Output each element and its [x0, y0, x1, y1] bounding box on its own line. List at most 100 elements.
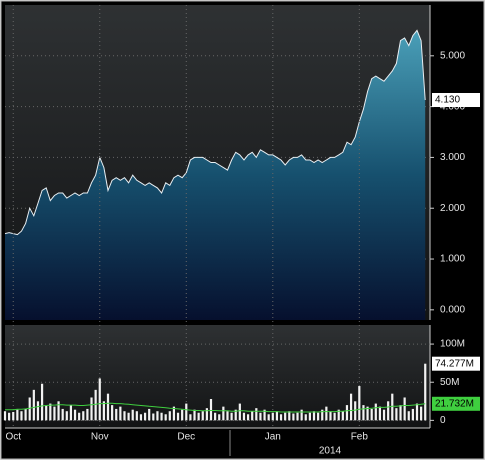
- y-tick-label: 1.000: [440, 254, 465, 265]
- volume-bar: [24, 408, 27, 421]
- x-tick-label: Dec: [177, 432, 195, 443]
- volume-bar: [321, 409, 324, 421]
- volume-bar: [296, 412, 299, 421]
- volume-bar: [288, 411, 291, 421]
- volume-bar: [218, 414, 221, 421]
- volume-bar: [238, 403, 241, 421]
- volume-bar: [415, 403, 419, 421]
- last-value-box: [432, 93, 480, 108]
- x-tick-label: Feb: [351, 432, 369, 443]
- volume-bar: [230, 412, 233, 421]
- volume-bar: [69, 405, 73, 421]
- volume-bar: [255, 408, 258, 421]
- volume-bar: [189, 414, 192, 421]
- volume-bar: [78, 412, 81, 421]
- volume-bar: [349, 393, 353, 421]
- volume-bar: [407, 411, 410, 421]
- volume-bar: [73, 409, 77, 421]
- volume-bar: [424, 363, 427, 421]
- volume-bar: [209, 399, 213, 421]
- volume-bar: [3, 411, 7, 421]
- volume-bar: [90, 397, 93, 421]
- volume-bar: [358, 386, 361, 421]
- volume-bar: [317, 412, 320, 421]
- volume-bar: [143, 412, 147, 421]
- volume-bar: [119, 406, 122, 421]
- volume-bar: [242, 412, 246, 421]
- volume-bar: [325, 406, 328, 421]
- volume-bar: [308, 412, 311, 421]
- volume-panel: [5, 325, 430, 428]
- last-value-label: 4.130: [435, 95, 460, 106]
- volume-bar: [193, 409, 196, 421]
- last-value-label: 21.732M: [435, 398, 474, 409]
- last-value-box: [432, 356, 480, 371]
- volume-bar: [275, 411, 279, 421]
- volume-bar: [399, 405, 402, 421]
- x-tick-label: Jan: [265, 432, 281, 443]
- volume-bar: [156, 411, 159, 421]
- volume-bar: [16, 409, 19, 421]
- y-tick-label: 5.000: [440, 50, 465, 61]
- volume-bar: [403, 397, 406, 421]
- y-tick-label: 100M: [440, 339, 465, 350]
- volume-bar: [197, 412, 200, 421]
- last-value-box: [432, 396, 480, 411]
- volume-bar: [172, 406, 176, 421]
- volume-bar: [148, 408, 151, 421]
- volume-bar: [45, 405, 48, 421]
- volume-bar: [168, 411, 171, 421]
- volume-bar: [65, 411, 68, 421]
- year-label: 2014: [319, 446, 342, 457]
- volume-bar: [98, 378, 101, 421]
- volume-bar: [94, 389, 97, 421]
- volume-bar: [8, 412, 11, 421]
- volume-bar: [387, 401, 390, 421]
- y-tick-label: 2.000: [440, 203, 465, 214]
- volume-bar: [234, 409, 237, 421]
- volume-bar: [279, 414, 283, 421]
- volume-bar: [284, 412, 287, 421]
- volume-bar: [329, 411, 332, 421]
- volume-bar: [263, 409, 266, 421]
- volume-bar: [345, 405, 349, 421]
- volume-bar: [246, 414, 250, 421]
- volume-bar: [32, 389, 35, 421]
- y-tick-label: 3.000: [440, 152, 465, 163]
- volume-bar: [366, 406, 369, 421]
- volume-bar: [61, 408, 64, 421]
- volume-bar: [251, 411, 254, 421]
- volume-bar: [370, 408, 373, 421]
- volume-bar: [135, 411, 138, 421]
- volume-bar: [411, 408, 414, 421]
- volume-bar: [53, 406, 56, 421]
- volume-bar: [28, 397, 31, 421]
- volume-bar: [160, 412, 163, 421]
- volume-bar: [214, 412, 217, 421]
- volume-bar: [106, 393, 110, 421]
- volume-bar: [49, 403, 52, 421]
- volume-bar: [395, 408, 398, 421]
- price-line: [4, 29, 426, 236]
- volume-bar: [354, 401, 357, 421]
- x-tick-label: Oct: [5, 432, 21, 443]
- volume-bar: [111, 405, 114, 421]
- volume-bar: [420, 406, 423, 421]
- price-area: [5, 30, 426, 321]
- volume-bar: [259, 412, 262, 421]
- volume-bar: [271, 412, 274, 421]
- volume-bar: [312, 411, 316, 421]
- y-tick-label: 0.000: [440, 304, 465, 315]
- volume-bar: [205, 408, 208, 421]
- volume-bar: [226, 411, 229, 421]
- volume-bar: [36, 401, 40, 421]
- volume-bar: [341, 411, 344, 421]
- volume-bar: [82, 411, 85, 421]
- volume-bar: [337, 409, 340, 421]
- volume-bar: [304, 414, 307, 421]
- volume-bar: [185, 403, 188, 421]
- y-tick-label: 0: [440, 415, 446, 426]
- volume-bar: [362, 405, 365, 421]
